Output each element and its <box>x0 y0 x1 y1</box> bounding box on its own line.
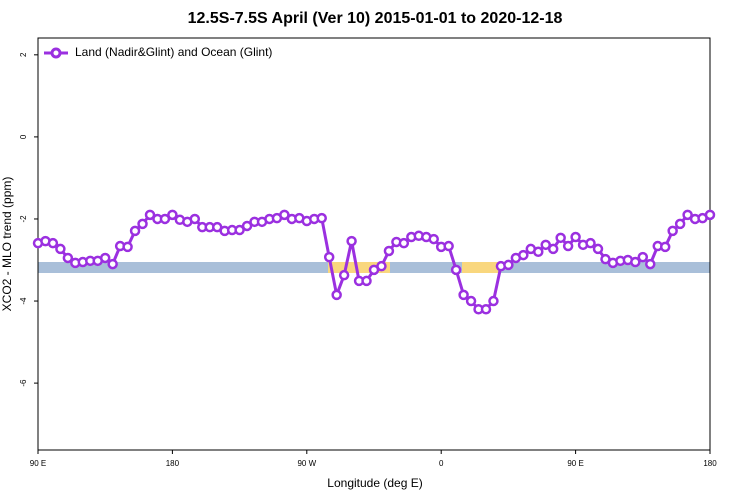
data-point <box>533 246 544 258</box>
chart-title: 12.5S-7.5S April (Ver 10) 2015-01-01 to … <box>188 10 563 27</box>
data-point <box>189 213 201 225</box>
legend: Land (Nadir&Glint) and Ocean (Glint) <box>44 45 272 59</box>
data-point <box>458 289 469 301</box>
y-tick-label: 2 <box>19 52 28 57</box>
land-band <box>462 262 500 273</box>
data-point <box>279 209 290 221</box>
x-tick-label: 180 <box>703 459 717 468</box>
y-tick-label: -4 <box>19 297 28 305</box>
data-point <box>159 213 171 225</box>
data-point <box>682 209 693 221</box>
data-point <box>637 251 649 263</box>
data-point <box>241 220 253 232</box>
data-point <box>674 218 686 230</box>
data-point <box>518 249 529 261</box>
data-point <box>361 275 372 287</box>
y-tick-label: -6 <box>19 379 28 387</box>
legend-label: Land (Nadir&Glint) and Ocean (Glint) <box>75 45 272 59</box>
data-point <box>428 233 439 245</box>
x-tick-label: 90 W <box>297 459 316 468</box>
data-point <box>234 224 245 236</box>
data-point <box>443 240 454 252</box>
x-tick-label: 0 <box>439 459 444 468</box>
data-point <box>55 243 66 255</box>
data-point <box>346 235 357 247</box>
data-point <box>480 303 492 315</box>
y-tick-label: 0 <box>19 134 28 139</box>
data-point <box>62 252 74 264</box>
x-axis-label: Longitude (deg E) <box>327 476 422 490</box>
data-point <box>659 241 671 253</box>
data-point <box>547 243 559 255</box>
data-point <box>562 240 574 252</box>
data-point <box>167 209 178 221</box>
data-point <box>503 259 514 271</box>
data-point <box>645 258 656 270</box>
data-point <box>129 225 141 237</box>
data-point <box>323 251 335 263</box>
data-point <box>630 256 641 268</box>
x-tick-label: 90 E <box>30 459 46 468</box>
data-point <box>585 237 596 249</box>
data-point <box>316 212 327 224</box>
data-point <box>338 269 350 281</box>
data-point <box>570 231 581 243</box>
data-point <box>450 264 462 276</box>
data-point <box>704 209 716 221</box>
data-point <box>137 218 148 230</box>
data-point <box>376 260 387 272</box>
data-point <box>398 237 410 249</box>
data-point <box>144 209 156 221</box>
legend-marker <box>50 47 62 59</box>
data-point <box>465 295 477 307</box>
land-band <box>328 262 390 273</box>
data-point <box>667 225 678 237</box>
data-point <box>107 258 118 270</box>
data-point <box>383 245 395 257</box>
data-point <box>331 289 342 301</box>
plot-frame <box>37 37 711 451</box>
data-point <box>555 232 566 244</box>
y-tick-label: -2 <box>19 215 28 223</box>
data-point <box>47 237 59 249</box>
x-tick-label: 180 <box>166 459 180 468</box>
data-point <box>122 241 133 253</box>
data-point <box>540 239 551 251</box>
x-tick-label: 90 E <box>567 459 583 468</box>
data-point <box>592 243 604 255</box>
y-axis-label: XCO2 - MLO trend (ppm) <box>0 177 14 312</box>
data-point <box>488 295 499 307</box>
data-point <box>99 252 111 264</box>
